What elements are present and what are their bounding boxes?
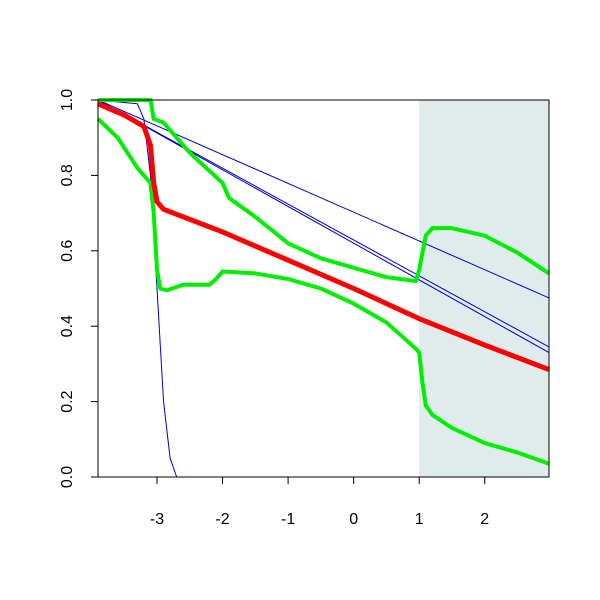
line (97, 101, 550, 372)
x-tick-label: -1 (281, 511, 295, 528)
y-tick-label: 0.6 (59, 240, 76, 262)
x-tick-label: -2 (215, 511, 229, 528)
plot-frame (97, 99, 550, 478)
y-tick-label: 0.0 (59, 466, 76, 488)
line (96, 117, 550, 466)
x-tick-label: 1 (415, 511, 424, 528)
y-tick-label: 0.4 (59, 315, 76, 337)
line (97, 99, 550, 354)
x-tick-label: -3 (150, 511, 164, 528)
y-tick-label: 1.0 (59, 89, 76, 111)
line (97, 99, 550, 348)
x-tick-label: 2 (480, 511, 489, 528)
line (98, 98, 551, 283)
y-tick-label: 0.2 (59, 390, 76, 412)
y-tick-label: 0.8 (59, 164, 76, 186)
x-tick-label: 0 (349, 511, 358, 528)
